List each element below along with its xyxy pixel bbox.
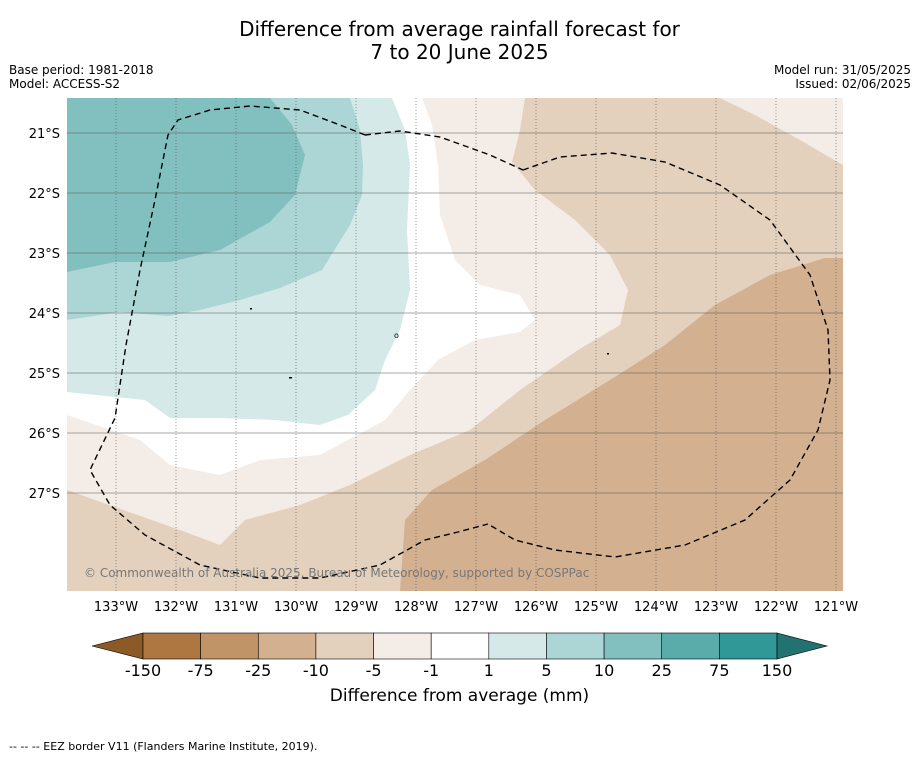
- lat-label: 23°S: [29, 247, 60, 262]
- colorbar-bin: [488, 632, 547, 660]
- colorbar-bin: [546, 632, 605, 660]
- lon-label: 132°W: [154, 600, 198, 615]
- colorbar-bin: [257, 632, 317, 660]
- lon-label: 121°W: [814, 600, 858, 615]
- colorbar-tick-label: 10: [594, 661, 614, 680]
- colorbar-tick-label: -150: [125, 661, 161, 680]
- colorbar-over-arrow: [776, 632, 829, 660]
- colorbar-bin: [603, 632, 663, 660]
- lat-gridlines: [67, 132, 843, 494]
- lon-label: 129°W: [334, 600, 378, 615]
- copyright-text: © Commonwealth of Australia 2025, Bureau…: [84, 566, 589, 580]
- eez-border-west: [89, 105, 489, 579]
- lon-label: 133°W: [94, 600, 138, 615]
- colorbar-tick-label: -10: [303, 661, 329, 680]
- colorbar-tick-label: -75: [188, 661, 214, 680]
- colorbar-under-arrow: [91, 632, 144, 660]
- lon-label: 131°W: [214, 600, 258, 615]
- colorbar-bin: [200, 632, 259, 660]
- lon-labels: 133°W 132°W 131°W 130°W 129°W 128°W 127°…: [94, 600, 858, 615]
- meta-left: Base period: 1981-2018 Model: ACCESS-S2: [9, 63, 154, 91]
- eez-border-north: [364, 130, 524, 171]
- lat-label: 26°S: [29, 427, 60, 442]
- lat-labels: 21°S 22°S 23°S 24°S 25°S 26°S 27°S: [29, 127, 60, 502]
- colorbar-tick-label: -5: [366, 661, 382, 680]
- colorbar-tick-label: 75: [709, 661, 729, 680]
- lon-label: 126°W: [514, 600, 558, 615]
- eez-border-east: [487, 152, 831, 558]
- colorbar-tick-label: -25: [245, 661, 271, 680]
- lon-label: 127°W: [454, 600, 498, 615]
- lat-label: 24°S: [29, 307, 60, 322]
- colorbar-tick-label: 1: [484, 661, 494, 680]
- colorbar-bin: [315, 632, 374, 660]
- contour-fills: [67, 98, 843, 591]
- lon-label: 123°W: [694, 600, 738, 615]
- issued-label: Issued: 02/06/2025: [795, 77, 911, 91]
- lon-label: 124°W: [634, 600, 678, 615]
- colorbar: -150 -75 -25 -10 -5 -1 1 5 10 25 75 150: [91, 632, 829, 680]
- fill-wet-10: [67, 98, 305, 272]
- eez-footnote: -- -- -- EEZ border V11 (Flanders Marine…: [9, 740, 318, 753]
- base-period-label: Base period: 1981-2018: [9, 63, 154, 77]
- colorbar-title: Difference from average (mm): [329, 686, 590, 706]
- colorbar-bin: [661, 632, 720, 660]
- colorbar-bin: [430, 632, 490, 660]
- lon-label: 122°W: [754, 600, 798, 615]
- lon-label: 128°W: [394, 600, 438, 615]
- colorbar-tick-label: -1: [423, 661, 439, 680]
- lon-label: 130°W: [274, 600, 318, 615]
- islands: [250, 308, 609, 379]
- lat-label: 22°S: [29, 187, 60, 202]
- title-line-1: Difference from average rainfall forecas…: [239, 17, 680, 41]
- gridlines: [115, 98, 837, 591]
- colorbar-bin: [373, 632, 432, 660]
- model-run-label: Model run: 31/05/2025: [773, 63, 911, 77]
- colorbar-bin: [142, 632, 201, 660]
- colorbar-tick-label: 25: [652, 661, 672, 680]
- title-line-2: 7 to 20 June 2025: [370, 40, 549, 64]
- lon-label: 125°W: [574, 600, 618, 615]
- colorbar-tick-label: 5: [541, 661, 551, 680]
- lat-label: 27°S: [29, 487, 60, 502]
- model-label: Model: ACCESS-S2: [9, 77, 121, 91]
- lat-label: 21°S: [29, 127, 60, 142]
- chart-title: Difference from average rainfall forecas…: [0, 18, 919, 64]
- eez-border: [89, 105, 831, 579]
- lat-label: 25°S: [29, 367, 60, 382]
- island-label: o: [394, 331, 399, 340]
- colorbar-bin: [719, 632, 778, 660]
- meta-right: Model run: 31/05/2025 Issued: 02/06/2025: [774, 63, 911, 91]
- colorbar-tick-label: 150: [762, 661, 793, 680]
